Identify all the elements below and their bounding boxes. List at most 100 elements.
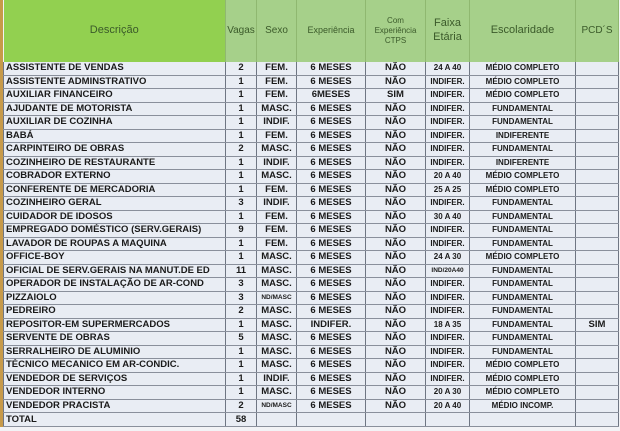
cell-pcd[interactable] bbox=[575, 169, 619, 184]
cell-pcd[interactable] bbox=[575, 250, 619, 265]
cell-vagas[interactable]: 1 bbox=[225, 169, 257, 184]
cell-vagas[interactable]: 1 bbox=[225, 372, 257, 386]
total-label[interactable]: TOTAL bbox=[3, 412, 226, 427]
cell-experiencia[interactable]: 6 MESES bbox=[296, 237, 366, 251]
cell-vagas[interactable]: 1 bbox=[225, 156, 257, 170]
cell-sexo[interactable]: INDIF. bbox=[256, 115, 297, 130]
cell-experiencia[interactable]: 6 MESES bbox=[296, 372, 366, 386]
cell-descricao[interactable]: VENDEDOR INTERNO bbox=[3, 385, 226, 400]
cell-escolaridade[interactable]: MÉDIO COMPLETO bbox=[469, 385, 576, 400]
cell-ctps[interactable]: NÃO bbox=[365, 196, 426, 211]
cell-escolaridade[interactable]: FUNDAMENTAL bbox=[469, 237, 576, 251]
cell-ctps[interactable]: NÃO bbox=[365, 210, 426, 224]
cell-experiencia[interactable]: 6 MESES bbox=[296, 75, 366, 89]
cell-escolaridade[interactable]: FUNDAMENTAL bbox=[469, 142, 576, 157]
cell-ctps[interactable]: NÃO bbox=[365, 304, 426, 319]
cell-sexo[interactable]: INDIF. bbox=[256, 196, 297, 211]
cell-descricao[interactable]: VENDEDOR DE SERVIÇOS bbox=[3, 372, 226, 386]
cell-descricao[interactable]: SERVENTE DE OBRAS bbox=[3, 331, 226, 346]
cell-vagas[interactable]: 1 bbox=[225, 385, 257, 400]
cell[interactable] bbox=[365, 412, 426, 427]
cell-experiencia[interactable]: 6 MESES bbox=[296, 142, 366, 157]
cell-faixa-etaria[interactable]: INDIFER. bbox=[425, 304, 470, 319]
cell-vagas[interactable]: 1 bbox=[225, 102, 257, 116]
cell-descricao[interactable]: OPERADOR DE INSTALAÇÃO DE AR-COND bbox=[3, 277, 226, 292]
cell-sexo[interactable]: MASC. bbox=[256, 250, 297, 265]
cell-vagas[interactable]: 1 bbox=[225, 88, 257, 103]
cell-descricao[interactable]: CONFERENTE DE MERCADORIA bbox=[3, 183, 226, 197]
header-sexo[interactable]: Sexo bbox=[256, 0, 297, 62]
cell-ctps[interactable]: NÃO bbox=[365, 115, 426, 130]
cell-pcd[interactable] bbox=[575, 264, 619, 278]
cell-vagas[interactable]: 2 bbox=[225, 142, 257, 157]
cell-experiencia[interactable]: 6 MESES bbox=[296, 223, 366, 238]
cell-faixa-etaria[interactable]: IND/20A40 bbox=[425, 264, 470, 278]
cell-descricao[interactable]: OFFICE-BOY bbox=[3, 250, 226, 265]
cell-ctps[interactable]: NÃO bbox=[365, 291, 426, 305]
cell-experiencia[interactable]: INDIFER. bbox=[296, 318, 366, 332]
cell-escolaridade[interactable]: MÉDIO COMPLETO bbox=[469, 88, 576, 103]
cell-experiencia[interactable]: 6 MESES bbox=[296, 385, 366, 400]
cell-sexo[interactable]: MASC. bbox=[256, 385, 297, 400]
cell[interactable] bbox=[296, 412, 366, 427]
cell-experiencia[interactable]: 6 MESES bbox=[296, 62, 366, 76]
cell-experiencia[interactable]: 6 MESES bbox=[296, 264, 366, 278]
cell-vagas[interactable]: 1 bbox=[225, 183, 257, 197]
cell-ctps[interactable]: NÃO bbox=[365, 62, 426, 76]
cell-vagas[interactable]: 2 bbox=[225, 399, 257, 413]
cell-faixa-etaria[interactable]: 18 A 35 bbox=[425, 318, 470, 332]
cell-escolaridade[interactable]: MÉDIO COMPLETO bbox=[469, 372, 576, 386]
cell-sexo[interactable]: FEM. bbox=[256, 88, 297, 103]
cell-escolaridade[interactable]: FUNDAMENTAL bbox=[469, 345, 576, 359]
cell-escolaridade[interactable]: FUNDAMENTAL bbox=[469, 210, 576, 224]
cell-vagas[interactable]: 11 bbox=[225, 264, 257, 278]
cell-descricao[interactable]: EMPREGADO DOMÉSTICO (SERV.GERAIS) bbox=[3, 223, 226, 238]
cell-vagas[interactable]: 1 bbox=[225, 75, 257, 89]
cell-pcd[interactable] bbox=[575, 88, 619, 103]
cell-experiencia[interactable]: 6MESES bbox=[296, 88, 366, 103]
cell-ctps[interactable]: SIM bbox=[365, 88, 426, 103]
cell[interactable] bbox=[256, 412, 297, 427]
cell-ctps[interactable]: NÃO bbox=[365, 372, 426, 386]
cell-vagas[interactable]: 2 bbox=[225, 304, 257, 319]
cell-experiencia[interactable]: 6 MESES bbox=[296, 210, 366, 224]
header-faixa-etaria[interactable]: Faixa Etária bbox=[425, 0, 470, 62]
cell-escolaridade[interactable]: FUNDAMENTAL bbox=[469, 102, 576, 116]
cell-descricao[interactable]: AUXILIAR DE COZINHA bbox=[3, 115, 226, 130]
cell-ctps[interactable]: NÃO bbox=[365, 331, 426, 346]
cell-descricao[interactable]: PIZZAIOLO bbox=[3, 291, 226, 305]
cell-ctps[interactable]: NÃO bbox=[365, 129, 426, 143]
cell-descricao[interactable]: REPOSITOR-EM SUPERMERCADOS bbox=[3, 318, 226, 332]
cell-escolaridade[interactable]: FUNDAMENTAL bbox=[469, 115, 576, 130]
cell-faixa-etaria[interactable]: 20 A 40 bbox=[425, 169, 470, 184]
cell-sexo[interactable]: MASC. bbox=[256, 358, 297, 373]
cell-descricao[interactable]: ASSISTENTE DE VENDAS bbox=[3, 62, 226, 76]
cell-descricao[interactable]: TÉCNICO MECANICO EM AR-CONDIC. bbox=[3, 358, 226, 373]
cell-vagas[interactable]: 5 bbox=[225, 331, 257, 346]
cell-pcd[interactable] bbox=[575, 358, 619, 373]
cell-escolaridade[interactable]: MÉDIO COMPLETO bbox=[469, 183, 576, 197]
cell-pcd[interactable] bbox=[575, 210, 619, 224]
cell-experiencia[interactable]: 6 MESES bbox=[296, 156, 366, 170]
cell-experiencia[interactable]: 6 MESES bbox=[296, 345, 366, 359]
cell-escolaridade[interactable]: MÉDIO COMPLETO bbox=[469, 169, 576, 184]
cell-vagas[interactable]: 1 bbox=[225, 237, 257, 251]
cell-sexo[interactable]: MASC. bbox=[256, 318, 297, 332]
cell-sexo[interactable]: MASC. bbox=[256, 331, 297, 346]
cell-vagas[interactable]: 1 bbox=[225, 345, 257, 359]
cell-faixa-etaria[interactable]: INDIFER. bbox=[425, 75, 470, 89]
cell-pcd[interactable] bbox=[575, 196, 619, 211]
cell-pcd[interactable] bbox=[575, 156, 619, 170]
cell-escolaridade[interactable]: MÉDIO INCOMP. bbox=[469, 399, 576, 413]
cell-escolaridade[interactable]: INDIFERENTE bbox=[469, 129, 576, 143]
cell-experiencia[interactable]: 6 MESES bbox=[296, 196, 366, 211]
cell-pcd[interactable] bbox=[575, 142, 619, 157]
cell-ctps[interactable]: NÃO bbox=[365, 264, 426, 278]
cell-escolaridade[interactable]: FUNDAMENTAL bbox=[469, 331, 576, 346]
cell-pcd[interactable]: SIM bbox=[575, 318, 619, 332]
cell-faixa-etaria[interactable]: INDIFER. bbox=[425, 291, 470, 305]
cell-vagas[interactable]: 3 bbox=[225, 291, 257, 305]
cell-faixa-etaria[interactable]: INDIFER. bbox=[425, 129, 470, 143]
cell-faixa-etaria[interactable]: 24 A 40 bbox=[425, 62, 470, 76]
cell-vagas[interactable]: 2 bbox=[225, 62, 257, 76]
